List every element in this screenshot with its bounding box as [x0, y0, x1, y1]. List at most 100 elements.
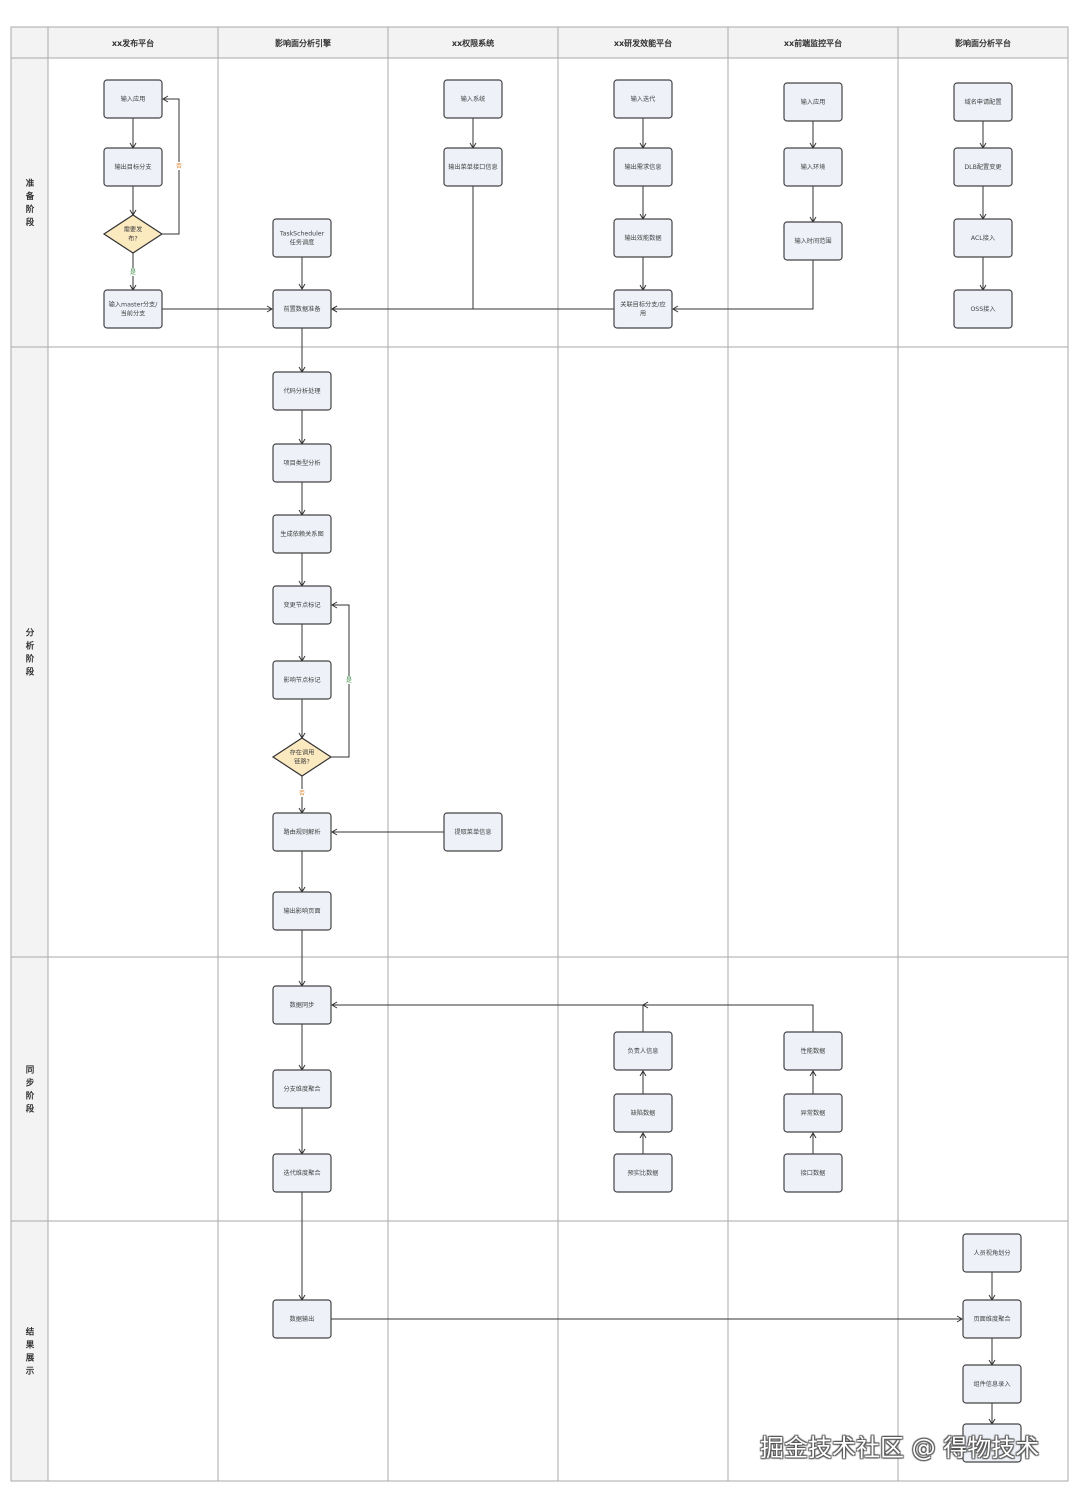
node-eng-output-pages[interactable]: 输出影响页面: [272, 891, 332, 931]
node-plat-acl[interactable]: ACL接入: [953, 218, 1013, 258]
node-label: 输入时间范围: [794, 237, 831, 245]
node-eff-link-branch[interactable]: 关联目标分支/应用: [613, 289, 673, 329]
node-mon-perf[interactable]: 性能数据: [783, 1031, 843, 1071]
node-plat-role-view[interactable]: 人员视角划分: [962, 1233, 1022, 1273]
node-eff-output-req[interactable]: 输出需求信息: [613, 147, 673, 187]
node-eff-owner[interactable]: 负责人信息: [613, 1031, 673, 1071]
node-plat-domain[interactable]: 域名申请配置: [953, 82, 1013, 122]
edge-label-bg: [345, 676, 353, 684]
node-eff-output-data[interactable]: 输出效能数据: [613, 218, 673, 258]
node-label: 输出菜单接口信息: [448, 163, 498, 171]
node-plat-last[interactable]: [962, 1423, 1022, 1463]
process-box: [103, 147, 163, 187]
node-label: 分支维度聚合: [283, 1085, 320, 1093]
process-box: [783, 1153, 843, 1193]
phase-label: 阶: [26, 1091, 35, 1102]
node-perm-output-menu[interactable]: 输出菜单接口信息: [443, 147, 503, 187]
node-pub-input-master[interactable]: 输入master分支/当前分支: [103, 289, 163, 329]
node-eng-change-mark[interactable]: 变更节点标记: [272, 585, 332, 625]
node-eff-ratio[interactable]: 预实比数据: [613, 1153, 673, 1193]
process-box: [613, 1153, 673, 1193]
process-box: [272, 1153, 332, 1193]
lane-cell: [897, 956, 1069, 1222]
node-perm-extract-menu[interactable]: 提取菜单信息: [443, 812, 503, 852]
node-label: 输出效能数据: [624, 234, 661, 242]
node-eng-iter-agg[interactable]: 迭代维度聚合: [272, 1153, 332, 1193]
phase-label: 段: [26, 1104, 35, 1115]
process-box: [443, 79, 503, 119]
column-header: xx权限系统: [452, 38, 494, 48]
column-header-cell: [47, 26, 219, 59]
process-box: [272, 585, 332, 625]
node-mon-input-time[interactable]: 输入时间范围: [783, 221, 843, 261]
process-box: [962, 1233, 1022, 1273]
node-label: 迭代维度聚合: [283, 1169, 320, 1177]
phase-label: 段: [26, 667, 35, 678]
phase-label: 段: [26, 217, 35, 228]
node-eff-input-iter[interactable]: 输入迭代: [613, 79, 673, 119]
node-label: 人员视角划分: [973, 1249, 1010, 1257]
node-eng-impact-mark[interactable]: 影响节点标记: [272, 660, 332, 700]
process-box: [613, 218, 673, 258]
process-box: [613, 1031, 673, 1071]
node-eng-data-output[interactable]: 数据输出: [272, 1299, 332, 1339]
node-eng-project-type[interactable]: 项目类型分析: [272, 443, 332, 483]
node-label: 输入master分支/: [109, 301, 159, 309]
node-eng-branch-agg[interactable]: 分支维度聚合: [272, 1069, 332, 1109]
node-mon-input-env[interactable]: 输入环境: [783, 147, 843, 187]
process-box: [962, 1364, 1022, 1404]
decision-diamond: [102, 214, 164, 254]
node-eff-defect[interactable]: 缺陷数据: [613, 1093, 673, 1133]
edge-label-yes: 是: [346, 677, 352, 684]
node-label: 生成依赖关系图: [280, 530, 323, 538]
node-label: 输入应用: [801, 98, 826, 106]
process-box: [272, 1069, 332, 1109]
node-perm-input-system[interactable]: 输入系统: [443, 79, 503, 119]
node-label: 域名申请配置: [964, 98, 1001, 106]
process-box: [103, 79, 163, 119]
phase-label: 准: [26, 178, 35, 189]
node-eng-dep-graph[interactable]: 生成依赖关系图: [272, 514, 332, 554]
node-plat-dlb[interactable]: DLB配置变更: [953, 147, 1013, 187]
node-plat-oss[interactable]: OSS接入: [953, 289, 1013, 329]
node-mon-api[interactable]: 接口数据: [783, 1153, 843, 1193]
node-pub-input-app[interactable]: 输入应用: [103, 79, 163, 119]
node-pub-output-branch[interactable]: 输出目标分支: [103, 147, 163, 187]
node-label: 输入应用: [121, 95, 146, 103]
node-mon-error[interactable]: 异常数据: [783, 1093, 843, 1133]
node-eng-code-analysis[interactable]: 代码分析处理: [272, 371, 332, 411]
process-box: [272, 371, 332, 411]
edge-label-bg: [298, 789, 306, 797]
process-box: [272, 660, 332, 700]
column-header: xx发布平台: [112, 38, 154, 48]
node-label: 接口数据: [801, 1169, 826, 1177]
node-label: 组件信息录入: [973, 1380, 1010, 1388]
node-label: 数据同步: [290, 1001, 315, 1009]
phase-label: 阶: [26, 654, 35, 665]
node-label: 性能数据: [801, 1047, 826, 1055]
process-box: [272, 891, 332, 931]
process-box: [783, 221, 843, 261]
node-plat-component[interactable]: 组件信息录入: [962, 1364, 1022, 1404]
phase-label: 同: [26, 1066, 35, 1076]
lane-cell: [897, 346, 1069, 958]
phase-label: 示: [25, 1367, 35, 1377]
phase-label: 析: [26, 641, 35, 652]
process-box: [953, 218, 1013, 258]
node-plat-page-agg[interactable]: 页面维度聚合: [962, 1299, 1022, 1339]
node-eng-route-parse[interactable]: 路由规则解析: [272, 812, 332, 852]
column-header: xx研发效能平台: [614, 38, 672, 48]
node-eng-pre-data[interactable]: 前置数据准备: [272, 289, 332, 329]
lane-cell: [387, 346, 559, 958]
node-eng-data-sync[interactable]: 数据同步: [272, 985, 332, 1025]
node-label: 布?: [128, 235, 137, 243]
node-mon-input-app[interactable]: 输入应用: [783, 82, 843, 122]
node-label: 变更节点标记: [283, 601, 320, 609]
lane-cell: [217, 346, 389, 958]
lane-cell: [557, 1220, 729, 1482]
process-box: [272, 1299, 332, 1339]
